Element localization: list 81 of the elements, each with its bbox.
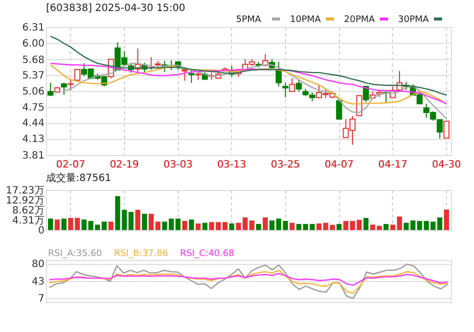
x-tick-label: 02-07 bbox=[56, 160, 86, 170]
legend-label: 30PMA bbox=[398, 15, 430, 25]
candlestick bbox=[60, 82, 67, 96]
chart-title: 成交量:87561 bbox=[46, 172, 112, 184]
line-series bbox=[48, 272, 448, 286]
bar bbox=[61, 218, 66, 230]
legend-label: 5PMA bbox=[236, 15, 262, 25]
bar bbox=[282, 220, 288, 230]
legend-label: 10PMA bbox=[290, 15, 322, 25]
y-tick-label: 4.75 bbox=[22, 102, 44, 114]
bar bbox=[142, 214, 147, 230]
bar bbox=[54, 220, 60, 230]
candlestick bbox=[296, 79, 302, 92]
y-tick-label: 17.23万 bbox=[6, 186, 44, 196]
bar bbox=[262, 217, 268, 230]
y-tick-label: 6.00 bbox=[22, 38, 44, 50]
bar bbox=[229, 224, 234, 230]
candlestick bbox=[289, 78, 296, 92]
bar bbox=[188, 220, 194, 230]
x-tick-label: 03-03 bbox=[164, 160, 193, 170]
bar bbox=[108, 222, 114, 230]
bar bbox=[162, 222, 168, 230]
y-tick-label: 8.62万 bbox=[12, 205, 44, 216]
bar bbox=[115, 196, 120, 230]
y-tick-label: 43 bbox=[32, 276, 44, 288]
x-tick-label: 04-30 bbox=[432, 160, 461, 170]
legend-label: 20PMA bbox=[344, 15, 376, 25]
y-tick-label: 0 bbox=[38, 226, 44, 236]
x-tick-label: 03-25 bbox=[270, 160, 300, 170]
y-tick-label: 4.31万 bbox=[12, 215, 44, 226]
candlestick bbox=[68, 78, 74, 91]
y-tick-label: 4.44 bbox=[22, 118, 44, 130]
x-tick-label: 04-07 bbox=[324, 160, 354, 170]
y-tick-label: 5.06 bbox=[22, 86, 44, 98]
bar bbox=[370, 224, 376, 230]
bar bbox=[384, 224, 389, 230]
y-tick-label: 3.81 bbox=[22, 150, 44, 162]
bar bbox=[182, 220, 188, 230]
line-series bbox=[48, 270, 448, 294]
chart-title: [603838] 2025-04-30 15:00 bbox=[46, 3, 186, 14]
series-label: RSI_C:40.68 bbox=[180, 249, 234, 259]
candlestick bbox=[276, 61, 282, 87]
bar bbox=[74, 218, 80, 230]
x-tick-label: 02-19 bbox=[110, 160, 139, 170]
y-tick-label: 80 bbox=[32, 259, 44, 270]
bar bbox=[148, 214, 154, 230]
bar bbox=[376, 226, 382, 230]
bar bbox=[404, 222, 409, 230]
x-tick-label: 03-13 bbox=[217, 160, 246, 170]
bar bbox=[82, 220, 87, 230]
candlestick bbox=[336, 100, 342, 120]
bar bbox=[155, 222, 160, 230]
bar bbox=[363, 218, 368, 230]
bar bbox=[330, 224, 335, 230]
y-tick-label: 6.31 bbox=[22, 22, 44, 34]
bar bbox=[444, 210, 449, 230]
bar bbox=[196, 224, 201, 230]
bar bbox=[209, 222, 214, 230]
bar bbox=[135, 210, 140, 230]
candlestick bbox=[443, 120, 450, 139]
y-tick-label: 7 bbox=[38, 293, 44, 304]
bar bbox=[256, 224, 262, 230]
series-label: RSI_B:37.86 bbox=[114, 249, 168, 259]
y-tick-label: 12.92万 bbox=[6, 196, 44, 207]
bar bbox=[290, 222, 295, 230]
bar bbox=[48, 218, 54, 230]
bar bbox=[202, 222, 208, 230]
line-series bbox=[50, 36, 448, 96]
series-label: RSI_A:35.60 bbox=[48, 249, 102, 259]
x-tick-label: 04-17 bbox=[378, 160, 408, 170]
candlestick bbox=[282, 82, 288, 98]
bar bbox=[336, 224, 342, 230]
candlestick bbox=[188, 68, 194, 84]
candlestick bbox=[362, 86, 369, 103]
bar bbox=[68, 218, 74, 230]
y-tick-label: 4.13 bbox=[22, 134, 44, 146]
bar bbox=[249, 220, 254, 230]
y-tick-label: 5.37 bbox=[22, 70, 44, 82]
candlestick bbox=[48, 82, 54, 97]
y-tick-label: 5.68 bbox=[22, 54, 44, 66]
line-series bbox=[48, 264, 448, 299]
